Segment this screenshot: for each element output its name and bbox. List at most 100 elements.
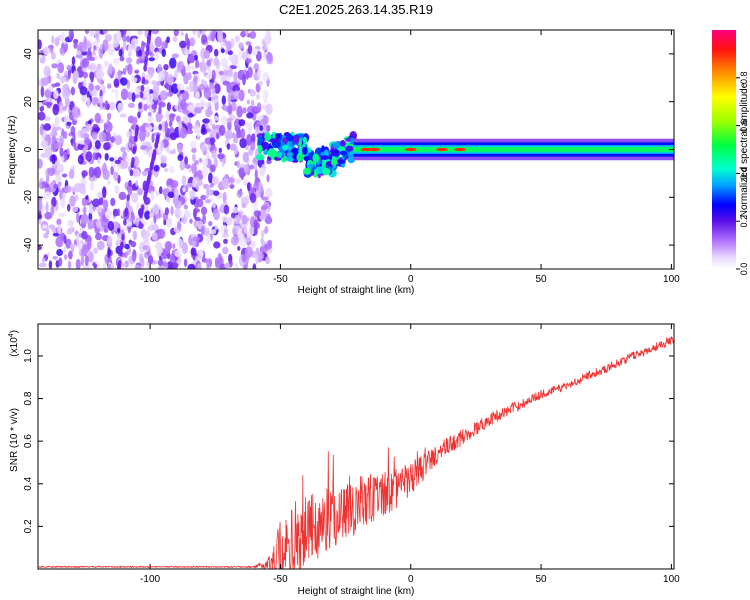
heatmap-cell xyxy=(169,150,176,155)
heatmap-cell xyxy=(211,150,217,159)
heatmap-cell xyxy=(96,219,102,229)
heatmap-cell xyxy=(66,121,72,126)
heatmap-cell xyxy=(140,140,146,146)
heatmap-cell xyxy=(117,227,121,234)
heatmap-cell xyxy=(114,185,120,195)
heatmap-cell xyxy=(211,69,216,82)
heatmap-cell xyxy=(181,91,190,101)
x-tick-label: 100 xyxy=(663,274,680,285)
heatmap-cell xyxy=(102,199,109,210)
heatmap-cell xyxy=(146,95,151,106)
heatmap-cell xyxy=(71,56,76,66)
heatmap-cell xyxy=(258,251,264,260)
heatmap-cell xyxy=(143,103,148,112)
heatmap-cell xyxy=(120,30,127,37)
colorbar-tick-label: 0.4 xyxy=(739,167,749,180)
heatmap-cell xyxy=(207,189,214,196)
heatmap-cell xyxy=(238,167,245,179)
heatmap-cell xyxy=(210,164,216,173)
heatmap-cell xyxy=(196,219,204,227)
heatmap-cell xyxy=(262,71,269,82)
snr-y-ticks: 0.2 0.4 0.6 0.8 1.0 xyxy=(23,349,674,533)
heatmap-cell xyxy=(200,194,207,201)
heatmap-cell xyxy=(107,247,111,259)
heatmap-cell xyxy=(141,170,149,176)
heatmap-cell xyxy=(76,212,80,223)
heatmap-cell xyxy=(206,59,212,67)
heatmap-cell xyxy=(120,88,129,101)
heatmap-cell xyxy=(213,48,219,57)
heatmap-cell xyxy=(345,145,354,152)
spectrogram-x-label: Height of straight line (km) xyxy=(298,285,415,296)
heatmap-cell xyxy=(245,58,252,64)
heatmap-cell xyxy=(92,198,101,208)
heatmap-cell xyxy=(93,90,98,97)
heatmap-cell xyxy=(102,262,106,269)
heatmap-cell xyxy=(94,140,101,150)
heatmap-cell xyxy=(218,70,224,76)
heatmap-cell xyxy=(206,234,211,245)
heatmap-cell xyxy=(144,59,148,67)
heatmap-cell xyxy=(151,103,157,110)
heatmap-cell xyxy=(266,52,273,62)
heatmap-cell xyxy=(68,250,73,260)
heatmap-cell xyxy=(38,245,42,251)
heatmap-cell xyxy=(72,206,79,213)
heatmap-cell xyxy=(93,127,101,132)
heatmap-cell xyxy=(143,234,149,244)
y-tick-label: 0.4 xyxy=(23,476,34,490)
heatmap-cell xyxy=(168,165,175,174)
heatmap-cell xyxy=(235,262,239,269)
heatmap-cell xyxy=(79,130,84,138)
heatmap-cell xyxy=(333,149,340,155)
heatmap-cell xyxy=(220,58,228,67)
heatmap-cell xyxy=(64,185,72,193)
spectrogram-heatmap xyxy=(38,30,674,269)
heatmap-cell xyxy=(128,51,132,57)
colorbar-label: Normalized spectral amplitude xyxy=(739,82,750,217)
heatmap-cell xyxy=(97,157,101,165)
heatmap-cell xyxy=(62,88,70,100)
heatmap-cell xyxy=(266,174,270,183)
heatmap-cell xyxy=(179,40,187,49)
heatmap-cell xyxy=(173,30,179,37)
heatmap-cell xyxy=(246,133,252,146)
heatmap-cell xyxy=(102,30,108,35)
heatmap-cell xyxy=(85,195,89,200)
heatmap-cell xyxy=(102,214,106,223)
heatmap-cell xyxy=(261,205,268,211)
heatmap-cell xyxy=(177,200,182,208)
heatmap-cell xyxy=(94,112,102,124)
heatmap-cell xyxy=(82,244,91,250)
heatmap-cell xyxy=(110,197,116,207)
x-tick-label: -50 xyxy=(273,574,288,585)
heatmap-cell xyxy=(84,255,89,267)
heatmap-cell xyxy=(54,82,61,87)
heatmap-cell xyxy=(81,50,88,56)
y-tick-label: 0.2 xyxy=(23,519,34,533)
heatmap-cell xyxy=(164,120,168,133)
heatmap-cell xyxy=(158,186,163,195)
heatmap-cell xyxy=(195,91,200,101)
y-tick-label: 1.0 xyxy=(23,349,34,363)
heatmap-cell xyxy=(242,107,247,114)
heatmap-cell xyxy=(192,30,197,36)
heatmap-cell xyxy=(132,145,137,153)
heatmap-cell xyxy=(174,69,178,80)
heatmap-cell xyxy=(85,123,93,132)
heatmap-cell xyxy=(105,208,113,220)
heatmap-cell xyxy=(41,77,49,86)
heatmap-cell xyxy=(150,45,155,53)
heatmap-cell xyxy=(111,88,116,94)
spectrogram-panel: -100 -50 0 50 100 -40 -20 0 20 40 Height of stra… xyxy=(7,29,680,296)
heatmap-cell xyxy=(149,68,154,78)
heatmap-cell xyxy=(253,219,259,230)
heatmap-cell xyxy=(240,30,247,38)
heatmap-cell xyxy=(115,88,119,100)
heatmap-cell xyxy=(227,104,233,115)
heatmap-cell xyxy=(175,115,181,123)
heatmap-cell xyxy=(218,124,226,136)
heatmap-cell xyxy=(238,119,246,127)
heatmap-cell xyxy=(246,99,251,105)
heatmap-cell xyxy=(331,158,337,166)
